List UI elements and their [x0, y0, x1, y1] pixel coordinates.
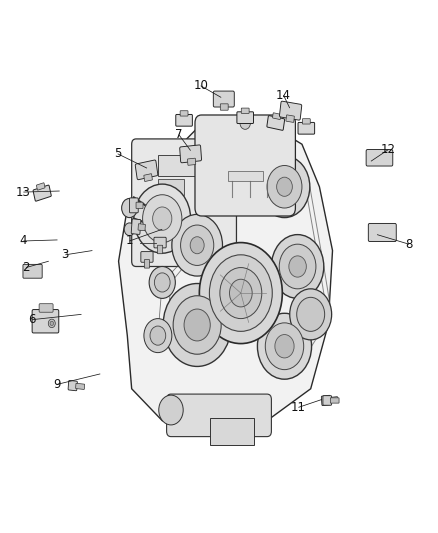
- FancyBboxPatch shape: [144, 174, 152, 182]
- FancyBboxPatch shape: [213, 91, 234, 107]
- FancyBboxPatch shape: [368, 223, 396, 241]
- Circle shape: [134, 184, 191, 253]
- Circle shape: [172, 214, 223, 276]
- Circle shape: [277, 177, 292, 196]
- Circle shape: [279, 244, 316, 289]
- FancyBboxPatch shape: [23, 264, 42, 278]
- Text: 12: 12: [381, 143, 396, 156]
- Circle shape: [144, 319, 172, 353]
- Text: 5: 5: [114, 147, 121, 160]
- Circle shape: [190, 237, 204, 254]
- Circle shape: [259, 156, 310, 217]
- Circle shape: [180, 225, 214, 265]
- FancyBboxPatch shape: [130, 198, 138, 213]
- FancyBboxPatch shape: [68, 381, 78, 391]
- Circle shape: [163, 284, 231, 367]
- Circle shape: [199, 243, 283, 344]
- FancyBboxPatch shape: [138, 224, 145, 231]
- Circle shape: [220, 268, 262, 319]
- FancyBboxPatch shape: [187, 158, 196, 165]
- FancyBboxPatch shape: [272, 113, 281, 119]
- FancyBboxPatch shape: [321, 395, 331, 406]
- Text: 7: 7: [175, 128, 183, 141]
- Circle shape: [149, 266, 175, 298]
- Text: 8: 8: [405, 238, 413, 251]
- FancyBboxPatch shape: [135, 160, 158, 180]
- FancyBboxPatch shape: [132, 139, 237, 266]
- Circle shape: [209, 255, 272, 332]
- Text: 13: 13: [16, 185, 31, 199]
- FancyBboxPatch shape: [76, 383, 85, 390]
- FancyBboxPatch shape: [220, 104, 228, 110]
- Circle shape: [154, 273, 170, 292]
- FancyBboxPatch shape: [36, 183, 45, 190]
- Circle shape: [258, 313, 311, 379]
- FancyBboxPatch shape: [195, 115, 295, 216]
- Text: 1: 1: [126, 235, 133, 247]
- Circle shape: [290, 289, 332, 340]
- Circle shape: [265, 323, 304, 369]
- FancyBboxPatch shape: [329, 397, 338, 403]
- Bar: [158, 179, 184, 195]
- Circle shape: [297, 297, 325, 332]
- FancyBboxPatch shape: [33, 185, 51, 201]
- Text: 9: 9: [53, 378, 60, 391]
- FancyBboxPatch shape: [279, 101, 302, 120]
- Text: 2: 2: [22, 261, 30, 274]
- Circle shape: [152, 207, 172, 230]
- FancyBboxPatch shape: [157, 245, 162, 254]
- Text: 4: 4: [20, 235, 27, 247]
- FancyBboxPatch shape: [136, 202, 143, 208]
- Circle shape: [240, 117, 251, 130]
- FancyBboxPatch shape: [330, 398, 339, 403]
- Circle shape: [143, 195, 182, 243]
- Text: 10: 10: [193, 79, 208, 92]
- Circle shape: [289, 256, 306, 277]
- Circle shape: [184, 309, 210, 341]
- Text: 6: 6: [28, 313, 36, 326]
- Bar: [228, 171, 263, 181]
- FancyBboxPatch shape: [241, 108, 249, 114]
- Circle shape: [50, 321, 53, 326]
- FancyBboxPatch shape: [286, 115, 294, 123]
- Text: 3: 3: [62, 248, 69, 261]
- FancyBboxPatch shape: [32, 310, 59, 333]
- FancyBboxPatch shape: [237, 112, 254, 124]
- Circle shape: [173, 296, 221, 354]
- Circle shape: [159, 395, 183, 425]
- Polygon shape: [119, 118, 332, 431]
- FancyBboxPatch shape: [323, 395, 332, 405]
- Circle shape: [230, 279, 252, 307]
- Text: 11: 11: [291, 401, 306, 414]
- Circle shape: [124, 223, 135, 236]
- Text: 14: 14: [276, 89, 291, 102]
- Circle shape: [275, 335, 294, 358]
- FancyBboxPatch shape: [154, 237, 166, 248]
- FancyBboxPatch shape: [141, 252, 153, 262]
- FancyBboxPatch shape: [366, 150, 393, 166]
- FancyBboxPatch shape: [180, 145, 201, 163]
- Bar: [210, 418, 254, 445]
- FancyBboxPatch shape: [302, 119, 310, 124]
- Circle shape: [150, 326, 166, 345]
- FancyBboxPatch shape: [39, 304, 53, 312]
- FancyBboxPatch shape: [176, 115, 192, 126]
- Bar: [158, 155, 210, 176]
- Circle shape: [267, 165, 302, 208]
- FancyBboxPatch shape: [131, 219, 141, 235]
- FancyBboxPatch shape: [298, 123, 314, 134]
- FancyBboxPatch shape: [180, 111, 188, 116]
- Circle shape: [122, 198, 138, 217]
- Circle shape: [272, 235, 324, 298]
- Circle shape: [48, 319, 55, 328]
- FancyBboxPatch shape: [166, 394, 272, 437]
- FancyBboxPatch shape: [267, 116, 285, 131]
- FancyBboxPatch shape: [145, 260, 150, 268]
